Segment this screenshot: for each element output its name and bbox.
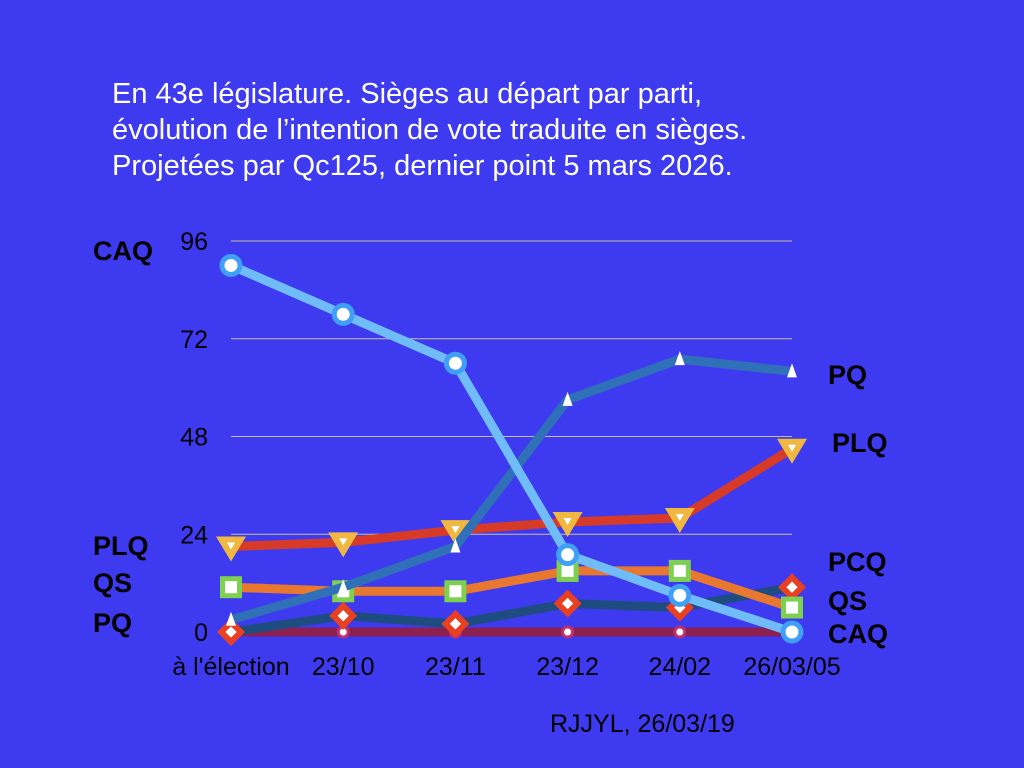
data-point-caq: CAQ: 0 (780, 620, 804, 644)
marker-center (449, 618, 462, 630)
chart-title: En 43e législature. Sièges au départ par… (112, 76, 747, 184)
marker-center (788, 444, 796, 452)
right-series-label: CAQ (828, 619, 888, 649)
data-point-caq: CAQ: 90 (219, 253, 243, 277)
right-series-label: PCQ (828, 547, 887, 577)
x-tick-label: 24/02 (649, 653, 712, 681)
y-tick-label: 24 (180, 521, 208, 549)
marker-center (563, 518, 572, 526)
left-series-label: CAQ (93, 236, 153, 266)
marker-center (339, 538, 348, 546)
title-line: évolution de l’intention de vote traduit… (112, 114, 748, 146)
data-point-pq: PQ: 21 (450, 538, 461, 553)
marker-center (673, 564, 686, 577)
marker-center (227, 542, 235, 550)
data-point-pq: PQ: 64 (787, 363, 797, 378)
marker-center (337, 610, 349, 622)
series-line-pq (229, 354, 793, 625)
left-series-label: QS (93, 568, 132, 598)
marker-center (451, 526, 460, 534)
series-line-caq (229, 261, 794, 637)
data-point-caq: CAQ: 78 (331, 302, 355, 326)
series-line-plq (230, 444, 795, 551)
x-tick-label: à l'élection (172, 653, 289, 681)
title-line: En 43e législature. Sièges au départ par… (112, 78, 703, 110)
title-line: Projetées par Qc125, dernier point 5 mar… (112, 150, 733, 182)
x-tick-label: 26/03/05 (743, 653, 840, 681)
right-series-label: QS (828, 586, 867, 616)
right-series-label: PQ (828, 360, 867, 390)
credit-text: RJJYL, 26/03/19 (550, 710, 735, 738)
marker-center (225, 581, 237, 594)
right-series-label: PLQ (832, 428, 888, 458)
marker-center (786, 581, 798, 593)
left-series-label: PLQ (93, 531, 149, 561)
marker-center (675, 513, 684, 521)
y-tick-label: 0 (194, 619, 208, 647)
data-point-caq: CAQ: 9 (668, 583, 692, 607)
y-tick-label: 72 (180, 326, 208, 354)
marker-center (449, 585, 462, 598)
x-tick-label: 23/11 (425, 653, 486, 681)
data-point-autres: Autres: 0 (673, 625, 687, 639)
marker-center (561, 597, 574, 610)
data-point-caq: CAQ: 66 (443, 351, 467, 375)
x-tick-label: 23/10 (312, 653, 375, 681)
data-point-pq: PQ: 57 (562, 391, 573, 406)
y-tick-label: 48 (180, 424, 208, 452)
marker-center (225, 626, 237, 638)
y-tick-label: 96 (180, 228, 208, 256)
data-point-pq: PQ: 67 (674, 351, 685, 366)
marker-center (561, 564, 574, 577)
data-point-autres: Autres: 0 (561, 625, 575, 639)
data-point-caq: CAQ: 19 (556, 543, 580, 567)
data-point-pq: PQ: 3 (226, 611, 236, 626)
marker-center (786, 601, 798, 614)
data-point-pq: PQ: 11 (338, 579, 349, 594)
x-tick-label: 23/12 (536, 653, 599, 681)
left-series-label: PQ (93, 608, 132, 638)
